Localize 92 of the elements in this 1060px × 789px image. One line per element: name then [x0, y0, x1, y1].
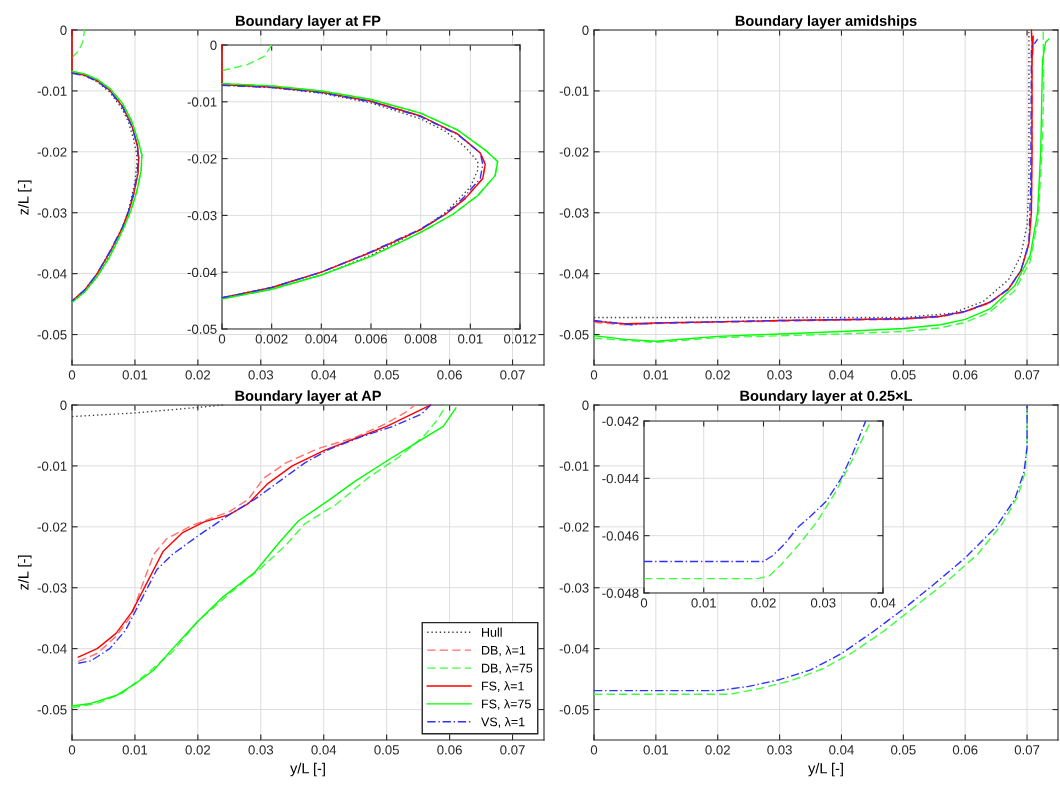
y-tick-label: -0.02 [187, 154, 217, 164]
y-tick-label: -0.03 [559, 208, 589, 218]
chart-title: Boundary layer amidships [735, 15, 917, 29]
x-tick-label: 0.07 [500, 745, 525, 755]
x-tick-label: 0.01 [691, 598, 716, 608]
y-tick-label: 0 [60, 25, 67, 35]
x-tick-label: 0 [590, 370, 598, 380]
y-tick-label: -0.03 [37, 208, 67, 218]
y-tick-label: -0.04 [559, 644, 589, 654]
y-tick-label: -0.05 [559, 705, 589, 715]
x-tick-label: 0.01 [643, 370, 669, 380]
x-tick-label: 0.04 [311, 745, 337, 755]
y-tick-label: -0.03 [559, 583, 589, 593]
x-tick-label: 0.04 [829, 370, 854, 380]
y-tick-label: -0.01 [37, 86, 67, 96]
y-tick-label: -0.01 [187, 97, 217, 107]
legend-label: Hull [482, 627, 502, 637]
x-tick-label: 0 [640, 598, 648, 608]
x-tick-label: 0.05 [891, 745, 916, 755]
legend-label: FS, λ=1 [482, 681, 524, 692]
x-tick-label: 0.02 [185, 745, 211, 755]
y-tick-label: -0.046 [602, 531, 639, 541]
x-tick-label: 0.04 [829, 745, 854, 755]
x-axis-title: y/L [-] [808, 762, 843, 777]
y-tick-label: -0.02 [559, 522, 589, 532]
x-tick-label: 0.04 [870, 598, 896, 608]
x-tick-label: 0.05 [374, 370, 399, 380]
x-tick-label: 0 [68, 745, 76, 755]
y-tick-label: -0.048 [602, 588, 639, 598]
x-tick-label: 0.03 [248, 745, 274, 755]
chart-title: Boundary layer at AP [235, 390, 381, 404]
x-tick-label: 0.06 [437, 745, 462, 755]
x-tick-label: 0.06 [952, 745, 978, 755]
x-tick-label: 0.03 [248, 370, 274, 380]
x-tick-label: 0.006 [355, 334, 387, 344]
y-axis-title: z/L [-] [17, 180, 32, 215]
y-tick-label: -0.05 [37, 330, 67, 340]
x-tick-label: 0.008 [404, 334, 437, 344]
x-axis-title: y/L [-] [290, 762, 325, 777]
y-tick-label: -0.04 [559, 269, 589, 279]
x-tick-label: 0.03 [767, 370, 792, 380]
x-tick-label: 0.002 [255, 334, 288, 344]
x-tick-label: 0.02 [751, 598, 776, 608]
x-tick-label: 0.012 [504, 334, 536, 344]
x-tick-label: 0.06 [437, 370, 462, 380]
x-tick-label: 0.01 [122, 745, 148, 755]
x-tick-label: 0.03 [810, 598, 836, 608]
y-tick-label: 0 [60, 400, 67, 410]
x-tick-label: 0 [68, 370, 76, 380]
y-tick-label: -0.04 [187, 267, 217, 278]
y-tick-label: -0.02 [37, 147, 67, 157]
x-tick-label: 0 [218, 334, 226, 344]
x-tick-label: 0.01 [458, 334, 483, 344]
x-tick-label: 0.06 [952, 370, 978, 380]
y-tick-label: -0.01 [559, 461, 589, 471]
legend-label: VS, λ=1 [481, 717, 525, 728]
y-tick-label: -0.03 [37, 583, 67, 593]
y-tick-label: -0.02 [37, 522, 67, 532]
y-tick-label: -0.01 [559, 86, 589, 96]
x-tick-label: 0.05 [891, 370, 916, 380]
chart-title: Boundary layer at FP [236, 15, 381, 29]
x-tick-label: 0.07 [500, 370, 525, 380]
y-tick-label: 0 [210, 40, 217, 50]
x-tick-label: 0.01 [122, 370, 148, 380]
y-tick-label: 0 [582, 25, 589, 35]
legend-label: DB, λ=75 [482, 663, 533, 675]
y-tick-label: -0.05 [37, 705, 67, 715]
x-tick-label: 0.07 [1014, 370, 1040, 380]
x-tick-label: 0.07 [1014, 745, 1040, 755]
x-tick-label: 0.004 [305, 334, 338, 344]
y-tick-label: -0.044 [602, 473, 639, 484]
chart-title: Boundary layer at 0.25×L [740, 390, 913, 404]
y-tick-label: -0.03 [187, 210, 217, 221]
x-tick-label: 0.04 [311, 370, 337, 380]
x-tick-label: 0 [590, 745, 598, 755]
y-axis-title: z/L [-] [17, 555, 32, 590]
y-tick-label: 0 [582, 400, 589, 410]
y-tick-label: -0.04 [37, 269, 67, 279]
x-tick-label: 0.02 [185, 370, 211, 380]
legend-label: FS, λ=75 [482, 699, 531, 710]
x-tick-label: 0.05 [374, 745, 399, 755]
y-tick-label: -0.05 [187, 324, 217, 334]
y-tick-label: -0.05 [559, 330, 589, 340]
y-tick-label: -0.02 [559, 147, 589, 157]
x-tick-label: 0.03 [767, 745, 792, 755]
legend-label: DB, λ=1 [482, 645, 526, 657]
x-tick-label: 0.02 [705, 370, 730, 380]
y-tick-label: -0.042 [602, 416, 639, 426]
x-tick-label: 0.01 [643, 745, 669, 755]
x-tick-label: 0.02 [705, 745, 730, 755]
y-tick-label: -0.04 [37, 644, 67, 654]
y-tick-label: -0.01 [37, 461, 67, 471]
